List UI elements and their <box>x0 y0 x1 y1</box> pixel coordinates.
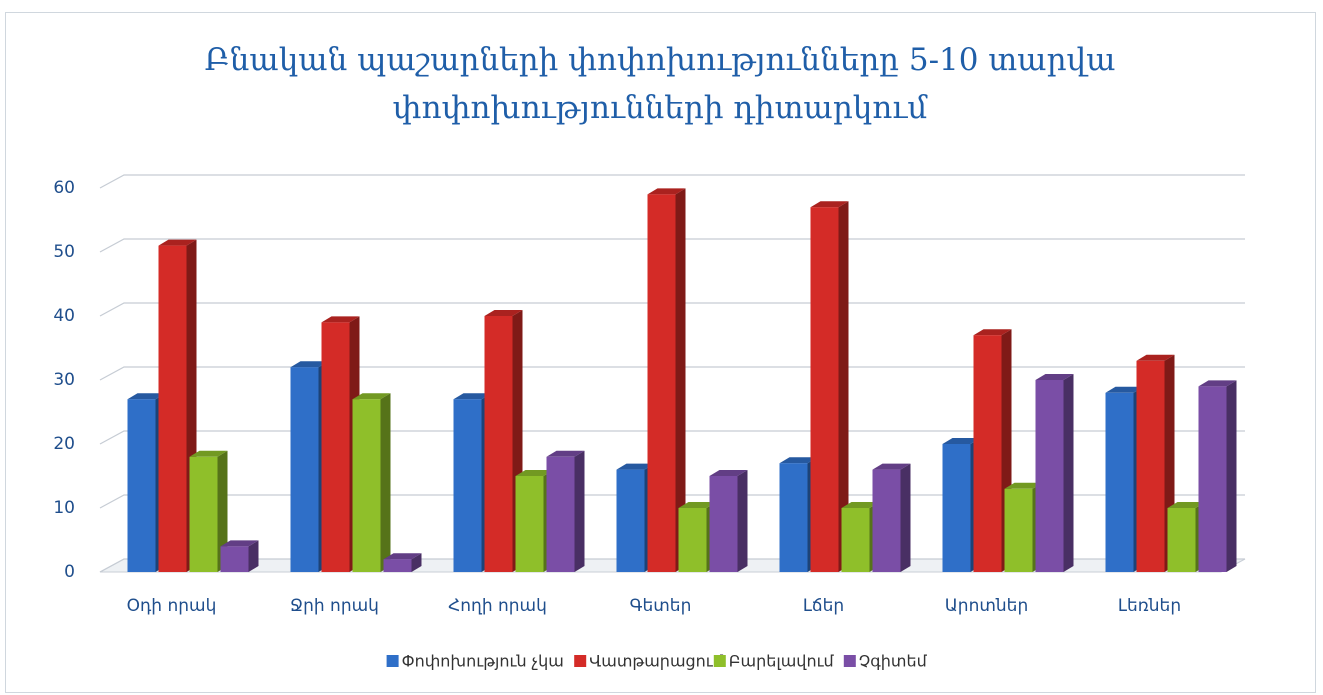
bar <box>515 476 544 572</box>
x-tick-label: Հողի որակ <box>448 596 547 616</box>
bar-top <box>973 329 1012 336</box>
bar <box>1198 386 1227 572</box>
bar <box>321 322 350 572</box>
grid-line <box>99 430 1245 445</box>
bar <box>779 463 808 572</box>
bar-top <box>484 310 523 316</box>
y-tick-label: 0 <box>64 562 75 582</box>
bar <box>290 367 319 572</box>
bar <box>352 399 381 572</box>
x-tick-label: Լճեր <box>803 596 844 616</box>
bar-top <box>841 502 880 508</box>
bar-side <box>1226 380 1237 572</box>
chart-title: Բնական պաշարների փոփոխությունները 5-10 տ… <box>204 42 1116 126</box>
bar-top <box>383 553 422 560</box>
x-tick-label: Գետեր <box>630 596 692 616</box>
bar <box>872 469 901 572</box>
bar <box>973 335 1002 572</box>
bar <box>546 456 575 572</box>
bar-side <box>675 188 686 572</box>
bar-top <box>872 463 911 470</box>
bar <box>1004 488 1033 572</box>
bar <box>484 316 513 572</box>
bar <box>942 444 971 572</box>
y-tick-label: 20 <box>53 434 75 454</box>
bar-top <box>942 438 981 444</box>
bar-top <box>453 393 492 400</box>
bar <box>841 508 870 572</box>
bar-side <box>574 450 585 572</box>
grid-line <box>99 302 1245 317</box>
y-tick-label: 50 <box>53 242 75 262</box>
legend-swatch <box>574 655 587 667</box>
legend-label: Չգիտեմ <box>859 652 928 671</box>
bar-top <box>1105 386 1144 393</box>
bar-top <box>1167 502 1206 508</box>
legend-swatch <box>386 655 399 667</box>
bar <box>189 456 218 572</box>
x-tick-label: Ջրի որակ <box>290 596 379 616</box>
bar <box>383 559 412 572</box>
bar <box>678 508 707 572</box>
chart-frame <box>5 12 1316 693</box>
bar-side <box>411 553 422 572</box>
bar-top <box>1136 354 1175 361</box>
legend-label: Փոփոխություն չկա <box>402 652 564 671</box>
bar-top <box>810 201 849 208</box>
grid-line <box>99 174 1245 189</box>
bar <box>127 399 156 572</box>
bar <box>647 194 676 572</box>
y-tick-label: 40 <box>53 306 75 326</box>
grid-line <box>99 366 1245 381</box>
bar <box>1035 380 1064 572</box>
x-tick-label: Լեռներ <box>1118 596 1181 616</box>
bar-side <box>1063 374 1074 572</box>
bar-top <box>321 316 360 323</box>
bar-side <box>248 540 259 572</box>
bar-top <box>127 393 166 400</box>
bar-side <box>217 450 228 572</box>
legend-swatch <box>713 655 726 667</box>
bar-top <box>546 450 585 457</box>
bar-top <box>1035 374 1074 380</box>
bar-top <box>158 239 197 246</box>
bar <box>1105 392 1134 572</box>
bar-side <box>900 463 911 572</box>
bar-side <box>838 201 849 572</box>
bar-top <box>1004 482 1043 489</box>
bar-top <box>352 393 391 400</box>
y-tick-label: 10 <box>53 498 75 518</box>
bar-top <box>220 540 259 547</box>
bar-top <box>678 502 717 508</box>
bar <box>1167 508 1196 572</box>
x-tick-label: Արոտներ <box>945 596 1028 616</box>
legend-label: Վատթարացում <box>589 652 724 671</box>
bar-top <box>709 470 748 476</box>
legend-swatch <box>843 655 856 667</box>
bar-top <box>515 470 554 476</box>
bar-side <box>380 393 391 572</box>
bar <box>616 469 645 572</box>
y-tick-label: 30 <box>53 370 75 390</box>
bar-top <box>290 361 329 368</box>
bar <box>1136 360 1165 572</box>
bar-top <box>616 463 655 470</box>
bar <box>158 245 187 572</box>
bar-side <box>737 470 748 572</box>
grid-line <box>99 238 1245 253</box>
bar <box>709 476 738 572</box>
bar-top <box>779 457 818 464</box>
bar-top <box>189 450 228 457</box>
y-tick-label: 60 <box>53 178 75 198</box>
bar <box>220 546 249 572</box>
bar <box>810 207 839 572</box>
legend-label: Բարելավում <box>729 652 835 671</box>
bar-top <box>1198 380 1237 387</box>
bar-top <box>647 188 686 195</box>
x-tick-label: Օդի որակ <box>127 596 217 616</box>
grid-line <box>99 494 1245 509</box>
bar <box>453 399 482 572</box>
